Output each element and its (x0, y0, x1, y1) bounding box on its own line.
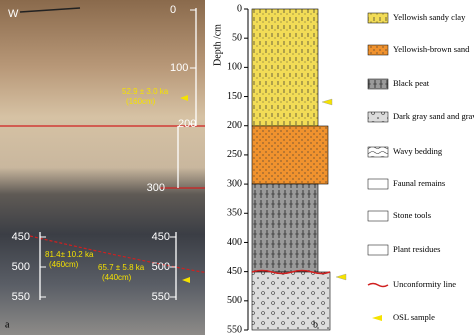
legend-label: Wavy bedding (393, 146, 443, 156)
tick-label: 300 (227, 178, 242, 189)
photo-unconformity (29, 235, 206, 273)
tick-label: 250 (227, 149, 242, 160)
compass-label: W (8, 8, 19, 20)
sample-depth: (440cm) (102, 273, 132, 282)
tick-label: 550 (227, 324, 242, 335)
scale-label: 200 (178, 118, 196, 130)
scale-label: 0 (170, 4, 176, 16)
strat-column (251, 8, 331, 331)
scale-label: 450 (152, 231, 170, 243)
axis-title: Depth /cm (212, 24, 223, 66)
scale-label: 500 (12, 261, 30, 273)
scale-label: 500 (152, 261, 170, 273)
tick-label: 200 (227, 120, 242, 131)
legend-label: OSL sample (393, 312, 435, 322)
legend-label: Dark gray sand and gravell (393, 111, 474, 121)
sample-age: 65.7 ± 5.8 ka (98, 263, 145, 272)
legend-label: Stone tools (393, 210, 431, 220)
scale-label: 450 (12, 231, 30, 243)
tick-label: 50 (232, 32, 242, 43)
scale-label: 550 (152, 291, 170, 303)
legend-label: Faunal remains (393, 178, 445, 188)
panel-label: a (5, 319, 10, 330)
sample-age: 52.9 ± 3.0 ka (122, 87, 169, 96)
legend-label: Black peat (393, 78, 430, 88)
scale-bar (39, 8, 197, 300)
tick-label: 100 (227, 62, 242, 73)
sample-depth: (160cm) (126, 97, 156, 106)
tick-label: 500 (227, 295, 242, 306)
osl-marker (321, 98, 347, 281)
legend-label: Yellowish sandy clay (393, 12, 466, 22)
scale-label: 550 (12, 291, 30, 303)
sample-depth: (460cm) (49, 260, 79, 269)
legend-label: Yellowish-brown sand (393, 44, 470, 54)
tick-label: 350 (227, 208, 242, 219)
tick-label: 400 (227, 237, 242, 248)
scale-label: 100 (170, 62, 188, 74)
tick-label: 150 (227, 91, 242, 102)
scale-label: 300 (147, 182, 165, 194)
legend-label: Plant residues (393, 244, 440, 254)
sample-age: 81.4± 10.2 ka (45, 250, 94, 259)
legend-swatches (367, 12, 389, 321)
panel-label: b (313, 319, 318, 330)
photo (0, 0, 205, 335)
tick-label: 0 (237, 3, 242, 14)
legend-label: Unconformity line (393, 279, 456, 289)
compass-arrow (19, 7, 81, 13)
tick-label: 450 (227, 266, 242, 277)
unconformity-line (251, 269, 331, 275)
